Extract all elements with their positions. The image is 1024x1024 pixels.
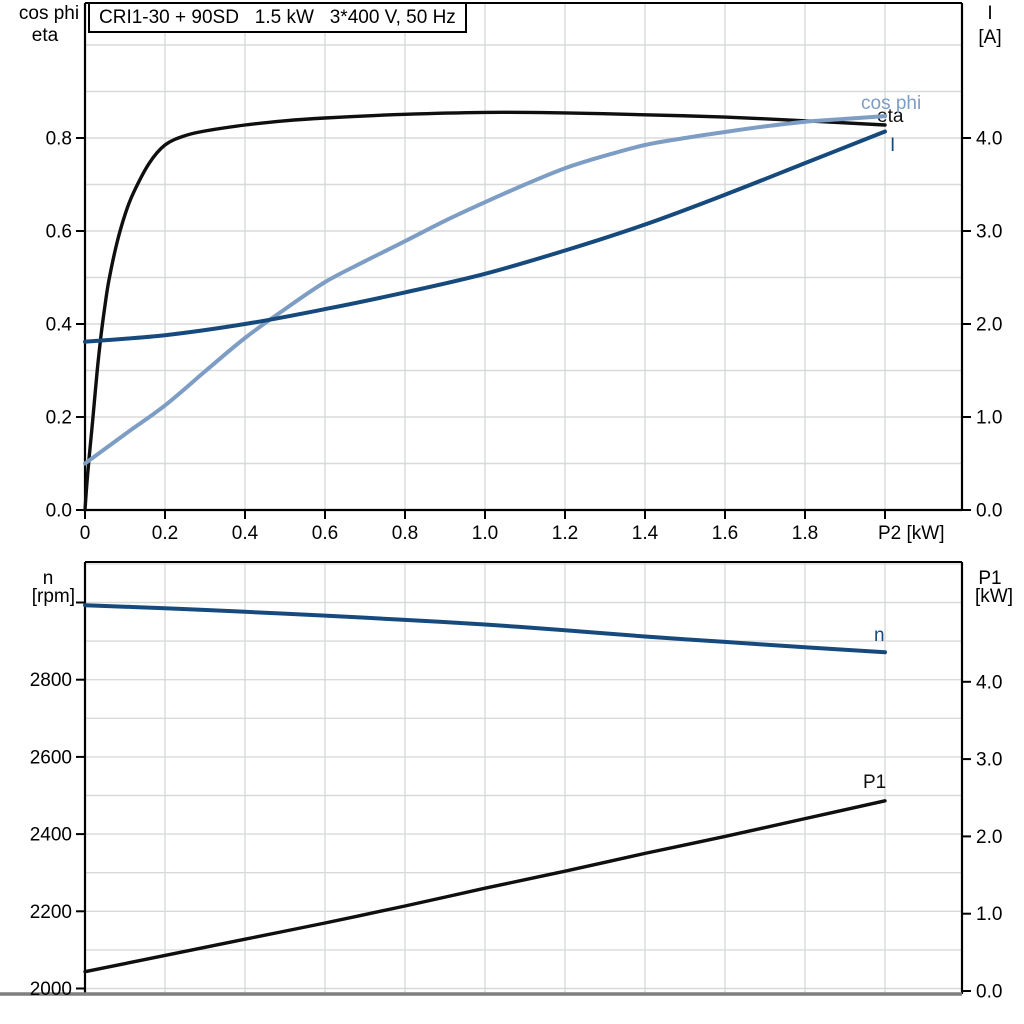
axis-title-label: [A] xyxy=(978,27,1001,48)
right-tick-label: 2.0 xyxy=(976,315,1002,336)
axis-title-label: cos phi xyxy=(19,3,79,24)
series-curve-n xyxy=(83,603,887,655)
axis-title-label: I xyxy=(987,3,992,24)
axis-title-label: n xyxy=(43,568,54,589)
right-tick-label: 2.0 xyxy=(976,827,1002,848)
series-curve-eta xyxy=(83,110,887,512)
x-tick-label: 0.2 xyxy=(152,523,178,544)
series-curve-P1 xyxy=(83,799,887,974)
chart-title-box: CRI1-30 + 90SD 1.5 kW 3*400 V, 50 Hz xyxy=(88,2,467,33)
top-chart: 0 0.2 0.4 0.6 0.8 1.0 1.2 1.4 1.6 1.8 P2 [kW] 0.0 0.… xyxy=(19,2,1002,544)
right-tick-label: 0.0 xyxy=(976,501,1002,522)
x-tick-label: 1.0 xyxy=(472,523,498,544)
left-tick-label: 2600 xyxy=(30,747,72,768)
series-label-cos-phi: cos phi xyxy=(861,93,921,114)
x-axis-unit-label: P2 [kW] xyxy=(878,523,945,544)
x-tick-label: 1.2 xyxy=(552,523,578,544)
x-tick-label: 0 xyxy=(80,523,91,544)
left-tick-label: 2200 xyxy=(30,902,72,923)
left-tick-label: 2400 xyxy=(30,825,72,846)
series-curve-cos-phi xyxy=(83,114,887,466)
x-tick-label: 0.8 xyxy=(392,523,418,544)
x-tick-label: 0.4 xyxy=(232,523,259,544)
left-tick-label: 0.2 xyxy=(46,408,72,429)
right-tick-label: 3.0 xyxy=(976,222,1002,243)
x-tick-label: 1.4 xyxy=(632,523,659,544)
series-label-P1: P1 xyxy=(863,772,886,793)
right-tick-label: 4.0 xyxy=(976,129,1002,150)
series-curve-I xyxy=(83,129,887,344)
left-tick-label: 0.6 xyxy=(46,222,72,243)
right-tick-label: 1.0 xyxy=(976,408,1002,429)
series-label-eta: eta xyxy=(877,106,904,127)
series-label-I: I xyxy=(890,135,895,156)
series-label-n: n xyxy=(874,625,885,646)
left-tick-label: 0.8 xyxy=(46,129,72,150)
left-tick-label: 2000 xyxy=(30,979,72,1000)
left-tick-label: 0.0 xyxy=(46,501,72,522)
x-tick-label: 1.8 xyxy=(792,523,818,544)
axis-title-label: [rpm] xyxy=(32,586,75,607)
x-tick-label: 1.6 xyxy=(712,523,738,544)
axis-title-label: [kW] xyxy=(975,586,1013,607)
axis-title-label: eta xyxy=(32,25,59,46)
right-tick-label: 0.0 xyxy=(976,982,1002,1003)
left-tick-label: 2800 xyxy=(30,670,72,691)
x-tick-label: 0.6 xyxy=(312,523,338,544)
axis-title-label: P1 xyxy=(978,568,1001,589)
left-tick-label: 0.4 xyxy=(46,315,73,336)
right-tick-label: 4.0 xyxy=(976,672,1002,693)
right-tick-label: 3.0 xyxy=(976,750,1002,771)
right-tick-label: 1.0 xyxy=(976,904,1002,925)
